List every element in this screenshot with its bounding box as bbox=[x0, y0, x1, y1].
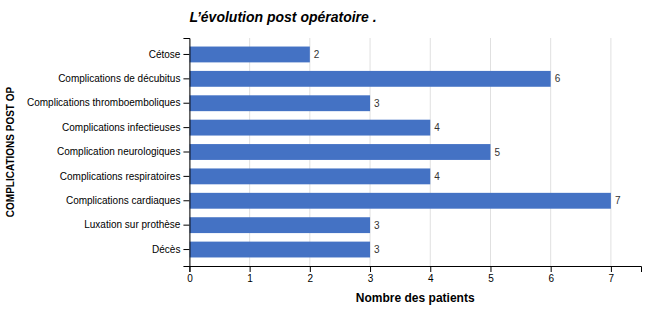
category-axis: Décès Luxation sur prothèse Complications … bbox=[27, 39, 190, 267]
grid bbox=[189, 38, 610, 266]
x-axis-title: Nombre des patients bbox=[356, 291, 475, 305]
data-label: 3 bbox=[374, 244, 380, 255]
tick: 7 bbox=[609, 266, 615, 284]
grid-line bbox=[610, 38, 611, 266]
data-label: 2 bbox=[314, 49, 320, 60]
bar bbox=[189, 193, 610, 209]
tick-label: Luxation sur prothèse bbox=[84, 219, 181, 230]
tick-mark bbox=[490, 266, 491, 272]
bar bbox=[189, 217, 370, 233]
bar bbox=[189, 242, 370, 258]
tick-label: 7 bbox=[609, 273, 615, 284]
title: L’évolution post opératoire . bbox=[189, 9, 376, 25]
tick-label: 1 bbox=[247, 273, 253, 284]
tick: 5 bbox=[488, 266, 494, 284]
tick: 1 bbox=[247, 266, 253, 284]
tick: 0 bbox=[187, 266, 193, 284]
tick-mark bbox=[310, 266, 311, 272]
tick-mark bbox=[183, 200, 189, 201]
tick-label: Complications respiratoires bbox=[60, 171, 181, 182]
tick-label: Cétose bbox=[149, 49, 181, 60]
tick: Complication neurologiques bbox=[57, 146, 189, 157]
tick-mark bbox=[183, 225, 189, 226]
tick: Complications cardiaques bbox=[66, 195, 190, 206]
bar bbox=[189, 95, 370, 111]
tick: 6 bbox=[548, 266, 554, 284]
tick: 4 bbox=[428, 266, 434, 284]
axis-line bbox=[190, 267, 642, 273]
tick-label: Complications de décubitus bbox=[58, 73, 180, 84]
tick-label: 4 bbox=[428, 273, 434, 284]
x-axis: 0 1 2 3 4 5 6 7 bbox=[187, 266, 641, 284]
bars bbox=[189, 47, 610, 258]
y-axis-title: COMPLICATIONS POST OP bbox=[5, 86, 16, 217]
tick-mark bbox=[183, 176, 189, 177]
tick-mark bbox=[370, 266, 371, 272]
tick: Cétose bbox=[149, 49, 190, 60]
tick-label: Décès bbox=[152, 244, 180, 255]
tick-mark bbox=[183, 249, 189, 250]
chart-container: 0 1 2 3 4 5 6 7 Décès Luxation sur prothèse Compli… bbox=[0, 0, 665, 310]
tick-label: Complication neurologiques bbox=[57, 146, 180, 157]
tick-label: Complications cardiaques bbox=[66, 195, 181, 206]
tick-label: 0 bbox=[187, 273, 193, 284]
data-label: 3 bbox=[374, 98, 380, 109]
tick: 2 bbox=[308, 266, 314, 284]
bar bbox=[189, 120, 430, 136]
tick-mark bbox=[183, 78, 189, 79]
tick-label: 2 bbox=[308, 273, 314, 284]
bar bbox=[189, 144, 490, 160]
tick: Complications infectieuses bbox=[62, 122, 189, 133]
tick-mark bbox=[183, 127, 189, 128]
tick-label: Complications thromboemboliques bbox=[27, 97, 180, 108]
bar bbox=[189, 71, 550, 87]
data-labels: 3 3 7 4 5 4 3 6 2 bbox=[314, 49, 621, 255]
tick: Décès bbox=[152, 244, 189, 255]
data-label: 4 bbox=[434, 122, 440, 133]
tick: 3 bbox=[368, 266, 374, 284]
tick: Complications de décubitus bbox=[58, 73, 189, 84]
tick: Complications thromboemboliques bbox=[27, 97, 189, 108]
data-label: 4 bbox=[434, 171, 440, 182]
data-label: 6 bbox=[555, 73, 561, 84]
tick-mark bbox=[551, 266, 552, 272]
data-label: 3 bbox=[374, 220, 380, 231]
data-label: 7 bbox=[615, 195, 621, 206]
bar bbox=[189, 47, 309, 63]
axis-line bbox=[183, 39, 190, 267]
tick: Luxation sur prothèse bbox=[84, 219, 189, 230]
tick-label: Complications infectieuses bbox=[62, 122, 180, 133]
plot-area: 0 1 2 3 4 5 6 7 Décès Luxation sur prothèse Compli… bbox=[27, 38, 642, 284]
tick-label: 3 bbox=[368, 273, 374, 284]
chart-svg: 0 1 2 3 4 5 6 7 Décès Luxation sur prothèse Compli… bbox=[0, 0, 665, 310]
tick-label: 5 bbox=[488, 273, 494, 284]
tick-mark bbox=[183, 152, 189, 153]
tick: Complications respiratoires bbox=[60, 171, 190, 182]
tick-mark bbox=[183, 54, 189, 55]
tick-mark bbox=[250, 266, 251, 272]
bar bbox=[189, 168, 430, 184]
tick-label: 6 bbox=[548, 273, 554, 284]
tick-mark bbox=[183, 103, 189, 104]
tick-mark bbox=[430, 266, 431, 272]
data-label: 5 bbox=[494, 147, 500, 158]
tick-mark bbox=[611, 266, 612, 272]
